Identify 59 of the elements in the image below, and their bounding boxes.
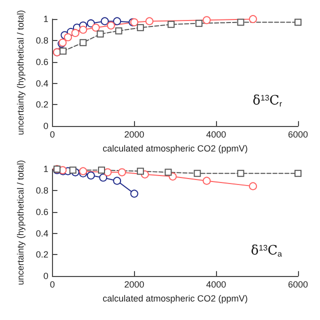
point bbox=[79, 26, 88, 34]
y-tick-label: 0 bbox=[43, 271, 48, 282]
point bbox=[106, 21, 115, 30]
point bbox=[145, 17, 154, 26]
point bbox=[164, 168, 172, 176]
point bbox=[195, 20, 202, 27]
x-axis-title: calculated atmospheric CO2 (ppmV) bbox=[102, 144, 248, 154]
y-tick-label: 0.8 bbox=[36, 185, 48, 196]
point bbox=[130, 190, 138, 198]
point bbox=[118, 168, 126, 176]
x-tick-label: 0 bbox=[50, 280, 55, 290]
point bbox=[69, 166, 76, 174]
point bbox=[194, 170, 201, 177]
y-tick-label: 0.4 bbox=[36, 78, 48, 88]
point bbox=[80, 39, 87, 46]
point bbox=[99, 174, 108, 182]
point bbox=[202, 176, 211, 185]
point bbox=[168, 20, 175, 28]
x-tick-label: 4000 bbox=[206, 130, 226, 140]
y-tick-label: 1 bbox=[43, 164, 48, 174]
y-tick-label: 0.6 bbox=[36, 206, 48, 217]
point bbox=[92, 24, 100, 32]
point bbox=[86, 19, 95, 28]
point bbox=[113, 17, 122, 26]
point bbox=[64, 33, 72, 42]
point bbox=[115, 27, 122, 34]
y-tick-label: 0.2 bbox=[36, 250, 48, 260]
x-tick-label: 0 bbox=[50, 130, 55, 140]
x-tick-label: 4000 bbox=[206, 280, 226, 290]
y-tick-label: 0 bbox=[43, 121, 48, 132]
y-tick-label: 0.4 bbox=[36, 228, 48, 238]
point bbox=[96, 30, 104, 38]
x-axis-title: calculated atmospheric CO2 (ppmV) bbox=[102, 294, 248, 304]
point bbox=[100, 17, 109, 26]
x-tick-label: 6000 bbox=[288, 130, 308, 140]
y-tick-label: 0.2 bbox=[36, 100, 48, 110]
point bbox=[237, 170, 244, 177]
point bbox=[98, 166, 106, 174]
y-tick-label: 1 bbox=[43, 14, 48, 24]
point bbox=[202, 16, 211, 24]
point bbox=[294, 170, 302, 177]
x-tick-label: 2000 bbox=[124, 130, 144, 140]
x-tick-label: 6000 bbox=[288, 280, 308, 290]
point bbox=[60, 48, 67, 55]
y-axis-title: uncertainty (hypothetical / total) bbox=[16, 160, 26, 286]
point bbox=[248, 182, 257, 190]
point bbox=[136, 168, 144, 175]
y-axis-title: uncertainty (hypothetical / total) bbox=[16, 10, 26, 136]
point bbox=[248, 15, 257, 24]
point bbox=[104, 168, 112, 176]
x-tick-label: 2000 bbox=[124, 280, 144, 290]
point bbox=[294, 18, 302, 26]
point bbox=[136, 24, 144, 32]
y-tick-label: 0.8 bbox=[36, 35, 48, 46]
y-tick-label: 0.6 bbox=[36, 56, 48, 67]
point bbox=[86, 171, 95, 180]
point bbox=[237, 18, 244, 26]
point bbox=[71, 28, 80, 37]
point bbox=[113, 176, 122, 185]
